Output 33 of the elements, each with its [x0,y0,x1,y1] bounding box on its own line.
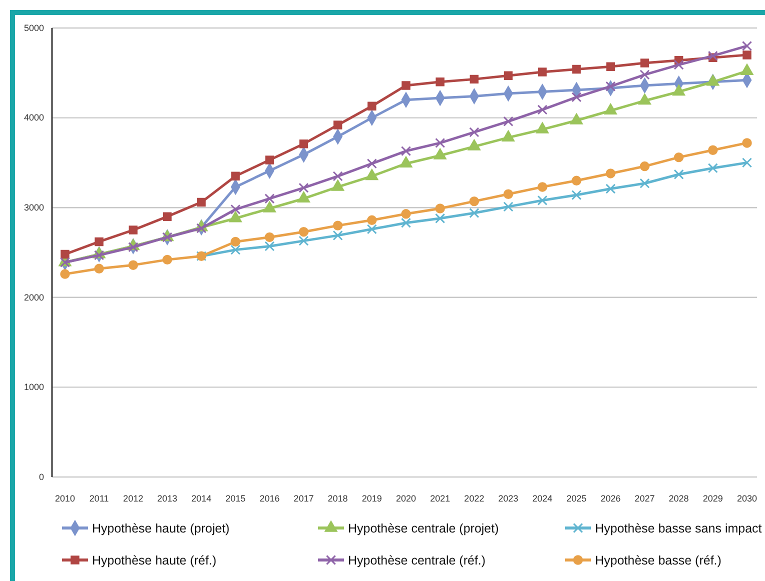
x-tick-label: 2023 [498,493,518,504]
x-tick-label: 2017 [294,493,314,504]
legend-label: Hypothèse basse sans impact [595,522,762,536]
legend-label: Hypothèse haute (projet) [92,522,230,536]
legend-label: Hypothèse basse (réf.) [595,554,722,568]
x-tick-label: 2019 [362,493,382,504]
y-tick-label: 2000 [24,292,44,302]
x-tick-label: 2018 [328,493,348,504]
x-tick-label: 2025 [566,493,587,504]
legend-label: Hypothèse centrale (réf.) [348,554,486,568]
x-tick-label: 2013 [157,493,178,504]
x-tick-label: 2021 [430,493,450,504]
x-tick-label: 2014 [191,493,212,504]
y-tick-label: 0 [38,472,44,482]
x-tick-label: 2015 [225,493,246,504]
x-tick-label: 2020 [396,493,416,504]
y-tick-label: 3000 [24,202,44,212]
y-tick-label: 1000 [24,382,44,392]
x-tick-label: 2016 [260,493,280,504]
x-tick-label: 2012 [123,493,144,504]
x-tick-label: 2027 [634,493,655,504]
x-tick-label: 2024 [532,493,552,504]
x-tick-label: 2022 [464,493,484,504]
x-tick-label: 2029 [702,493,723,504]
x-tick-label: 2026 [600,493,621,504]
x-tick-label: 2010 [54,493,76,504]
legend-label: Hypothèse centrale (projet) [348,522,499,536]
y-tick-label: 5000 [24,22,44,33]
x-tick-label: 2011 [89,493,109,504]
y-tick-label: 4000 [24,112,44,123]
x-tick-label: 2030 [736,493,758,504]
x-tick-label: 2028 [668,493,689,504]
legend-label: Hypothèse haute (réf.) [92,554,216,568]
